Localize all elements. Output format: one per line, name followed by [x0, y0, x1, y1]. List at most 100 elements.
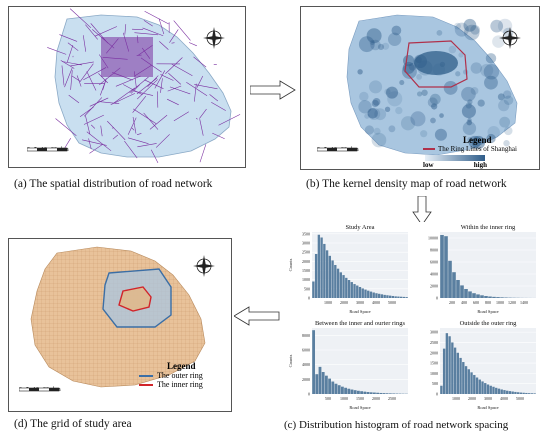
density-blob	[370, 39, 381, 51]
histogram-bar	[317, 234, 321, 298]
histogram-bar	[372, 292, 375, 298]
histogram-bar	[506, 390, 509, 394]
density-blob	[471, 135, 486, 150]
histogram-bar	[480, 295, 484, 298]
density-blob	[458, 52, 464, 58]
histogram-bar	[314, 254, 318, 298]
density-blob	[402, 61, 415, 74]
road-segment	[90, 124, 96, 129]
road-segment	[159, 41, 169, 50]
density-blob	[371, 99, 379, 108]
road-segment	[64, 67, 73, 88]
histogram-bar	[492, 296, 496, 298]
histogram-bar	[376, 392, 379, 394]
histogram-bar	[451, 342, 454, 394]
density-blob	[468, 135, 482, 149]
y-tick-label: 10000	[428, 236, 438, 241]
histogram-bar	[336, 268, 340, 298]
y-tick-label: 3000	[302, 241, 310, 246]
road-segment	[55, 118, 77, 137]
histogram-bar	[448, 260, 452, 298]
histogram-1: 0 2000 4000 6000 8000 10000 200 400 600 800 1000 12…	[428, 224, 536, 314]
road-segment	[158, 18, 165, 35]
legend-high: high	[473, 161, 487, 169]
density-blob	[463, 18, 477, 32]
road-segment	[86, 71, 97, 91]
caption-b: (b) The kernel density map of road netwo…	[306, 178, 507, 190]
outer-ring-swatch	[139, 374, 153, 377]
density-blob	[366, 28, 382, 44]
histogram-bar	[331, 260, 334, 298]
caption-d: (d) The grid of study area	[14, 418, 132, 430]
arrow-right-icon	[250, 80, 296, 100]
road-segment	[218, 114, 241, 126]
plot-area	[312, 328, 408, 394]
histogram-bar	[402, 296, 406, 298]
road-segment	[68, 94, 80, 104]
road-segment	[84, 97, 103, 117]
histogram-bar	[389, 295, 392, 298]
density-blob	[416, 91, 423, 97]
histogram-bar	[347, 280, 351, 298]
density-blob	[371, 132, 387, 148]
y-tick-label: 0	[308, 392, 310, 397]
y-tick-label: 1000	[302, 277, 310, 282]
legend-d-title: Legend	[167, 361, 196, 371]
x-tick-label: 2000	[340, 300, 348, 305]
road-segment	[62, 61, 83, 66]
density-blob	[454, 22, 461, 30]
x-tick-label: 5000	[516, 396, 524, 401]
road-segment	[199, 144, 207, 163]
density-blob	[503, 126, 513, 136]
density-blob	[462, 69, 469, 75]
density-blob	[503, 140, 510, 147]
density-blob	[382, 42, 390, 50]
road-segment	[171, 63, 193, 77]
road-segment	[150, 149, 159, 164]
histogram-bar	[325, 375, 328, 394]
histogram-bar	[522, 392, 525, 394]
road-segment	[136, 79, 158, 100]
density-blob	[384, 106, 391, 112]
density-blob	[420, 130, 428, 138]
road-segment	[124, 24, 127, 35]
histogram-bar	[345, 277, 348, 298]
density-blob	[410, 111, 426, 127]
road-segment	[69, 8, 92, 29]
histogram-bar	[334, 383, 338, 394]
road-segment	[149, 114, 168, 130]
road-segment	[196, 75, 204, 88]
y-tick-label: 0	[436, 392, 438, 397]
histogram-bar	[391, 295, 395, 298]
x-tick-label: 4000	[372, 300, 380, 305]
panel-a-road-network: 051020km	[8, 6, 246, 168]
density-blob	[399, 79, 405, 86]
density-blob	[448, 45, 457, 54]
histogram-bar	[497, 388, 501, 394]
road-segment	[107, 120, 126, 141]
road-segment	[169, 29, 179, 43]
histogram-bar	[397, 296, 400, 298]
panel-c-histograms: 0 500 1000 1500 2000 2500 3000 3500 1000 2000 3000…	[282, 222, 544, 412]
road-segment	[154, 70, 166, 89]
histogram-bar	[318, 366, 322, 394]
histogram-title: Within the inner ring	[461, 224, 516, 231]
caption-c: (c) Distribution histogram of road netwo…	[284, 419, 509, 431]
y-tick-label: 3000	[430, 330, 438, 335]
road-segment	[133, 108, 157, 125]
x-tick-label: 4000	[500, 396, 508, 401]
x-tick-label: 1200	[508, 300, 516, 305]
histogram-bar	[448, 336, 451, 394]
road-segment	[199, 119, 204, 136]
legend-b-title: Legend	[463, 135, 492, 145]
density-blob	[485, 53, 497, 64]
road-network-map	[47, 8, 241, 164]
x-tick-label: 200	[449, 300, 455, 305]
road-segment	[144, 11, 169, 25]
y-tick-label: 0	[436, 296, 438, 301]
histogram-title: Between the inner and ourter rings	[315, 320, 406, 327]
x-tick-label: 1500	[356, 396, 364, 401]
histogram-bar	[444, 236, 448, 298]
density-blob	[483, 64, 500, 80]
